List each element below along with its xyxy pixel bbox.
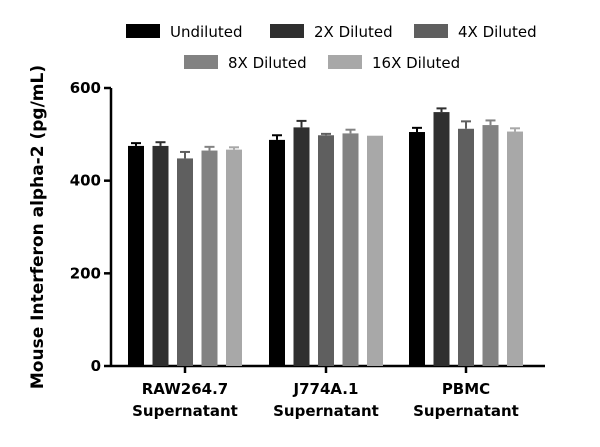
x-tick-label: Supernatant [413,402,519,420]
bar [128,145,144,366]
bar [152,145,169,366]
legend-swatch [126,24,160,38]
bar [409,132,425,366]
x-tick-label: PBMC [442,380,490,398]
bar [482,125,499,366]
bars [128,107,523,367]
legend-label: 4X Diluted [458,23,537,41]
y-tick-label: 400 [70,172,101,190]
legend-swatch [270,24,304,38]
legend-swatch [414,24,448,38]
x-tick-label: J774A.1 [293,380,359,398]
x-tick-label: Supernatant [132,402,238,420]
bar [458,128,474,366]
bar [342,133,359,366]
y-tick-label: 0 [91,357,101,375]
legend-label: 8X Diluted [228,54,307,72]
bar [293,127,310,366]
bar [201,150,218,366]
bar [433,112,450,367]
legend-swatch [184,55,218,69]
bar [177,158,193,366]
bar [318,135,334,366]
bar [226,149,242,366]
legend-swatch [328,55,362,69]
x-tick-label: Supernatant [273,402,379,420]
y-tick-label: 200 [70,264,101,282]
bar [269,139,285,366]
bar [507,131,523,366]
legend-label: Undiluted [170,23,242,41]
x-tick-label: RAW264.7 [142,380,228,398]
legend-label: 16X Diluted [372,54,460,72]
axes: 0 200 400 600 RAW264.7 Supernatant J774A.1 Supe… [70,79,545,420]
legend-label: 2X Diluted [314,23,393,41]
bar [367,135,383,366]
y-axis-label: Mouse Interferon alpha-2 (pg/mL) [28,65,48,389]
y-tick-label: 600 [70,79,101,97]
legend: Undiluted 2X Diluted 4X Diluted 8X Diluted 1… [126,23,537,72]
